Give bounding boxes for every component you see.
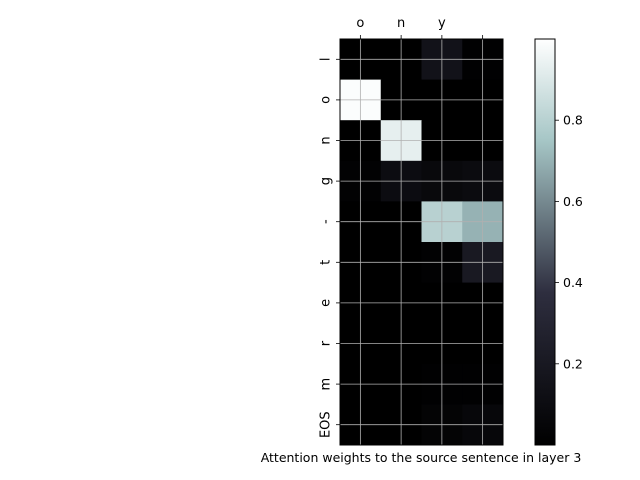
colorbar-tick-label: 0.6: [563, 194, 583, 209]
colorbar: [535, 39, 555, 445]
heatmap-frame: [339, 38, 504, 446]
y-tick-label: n: [319, 136, 334, 144]
colorbar-tick-label: 0.2: [563, 356, 583, 371]
colorbar-tick-label: 0.8: [563, 113, 583, 128]
y-tick-label: o: [319, 96, 334, 104]
y-tick-label: r: [319, 340, 334, 346]
y-tick-label: -: [319, 219, 334, 224]
colorbar-tick-label: 0.4: [563, 275, 583, 290]
colorbar-frame: [534, 38, 556, 446]
x-axis-label: Attention weights to the source sentence…: [261, 450, 582, 465]
y-tick-labels: l o n g - t e r m EOS: [319, 57, 340, 438]
x-tick-label: y: [438, 16, 446, 31]
y-tick-label: EOS: [319, 411, 334, 438]
y-tick-label: e: [319, 299, 334, 307]
grid-lines: [340, 39, 503, 445]
y-tick-label: l: [319, 57, 334, 61]
y-tick-label: t: [319, 260, 334, 265]
y-tick-label: m: [319, 378, 334, 391]
colorbar-ticks: 0.2 0.4 0.6 0.8: [555, 113, 583, 371]
y-tick-label: g: [319, 177, 334, 185]
x-tick-label: o: [356, 16, 364, 31]
x-tick-label: n: [397, 16, 405, 31]
